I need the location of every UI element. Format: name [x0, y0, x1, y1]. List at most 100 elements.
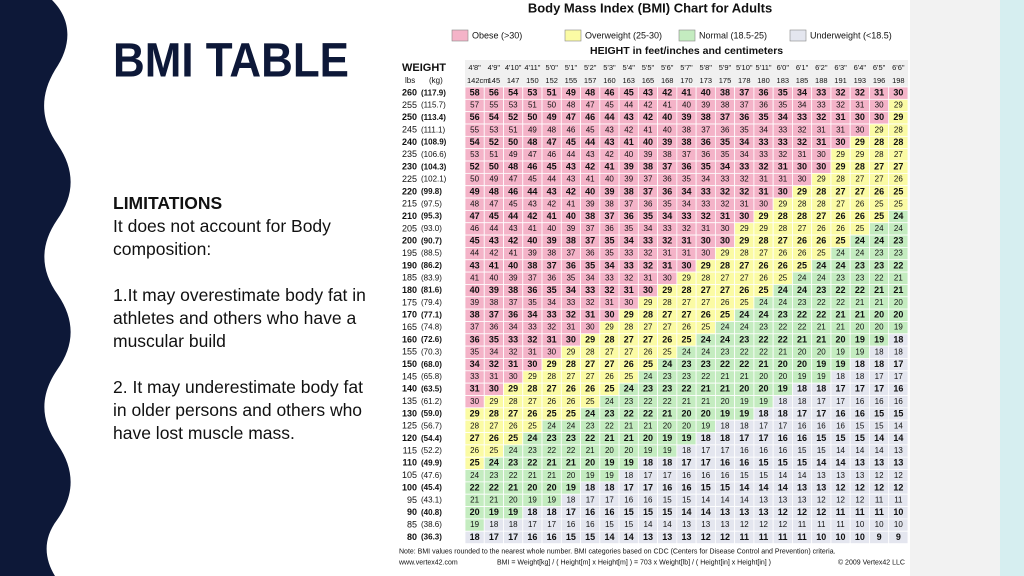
bmi-value: 19: [855, 334, 865, 344]
bmi-value: 40: [489, 273, 498, 282]
bmi-value: 47: [509, 175, 518, 184]
bmi-value: 16: [604, 507, 614, 517]
bmi-value: 21: [740, 372, 749, 381]
bmi-value: 34: [509, 323, 518, 332]
bmi-value: 38: [605, 199, 614, 208]
bmi-value: 38: [720, 88, 730, 98]
bmi-value: 33: [681, 211, 691, 221]
weight-lbs: 135: [402, 396, 417, 406]
bmi-value: 45: [605, 101, 614, 110]
bmi-value: 48: [489, 186, 499, 196]
bmi-value: 19: [586, 471, 595, 480]
bmi-value: 12: [797, 507, 807, 517]
bmi-value: 37: [643, 186, 653, 196]
bmi-value: 24: [720, 334, 730, 344]
bmi-value: 25: [663, 347, 672, 356]
bmi-value: 32: [798, 125, 807, 134]
height-label: 6'4": [854, 63, 867, 72]
bmi-value: 49: [547, 112, 557, 122]
bmi-value: 30: [624, 298, 633, 307]
bmi-value: 39: [644, 150, 653, 159]
legend-label: Normal (18.5-25): [699, 30, 767, 40]
bmi-value: 18: [682, 446, 691, 455]
bmi-value: 16: [644, 495, 653, 504]
bmi-value: 13: [682, 520, 691, 529]
bmi-value: 12: [778, 520, 787, 529]
bmi-value: 28: [643, 310, 653, 320]
height-label: 6'0": [777, 63, 790, 72]
bmi-value: 39: [624, 162, 634, 172]
bmi-value: 28: [816, 186, 826, 196]
bmi-value: 15: [701, 482, 711, 492]
bmi-value: 11: [875, 495, 884, 504]
bmi-value: 20: [470, 507, 480, 517]
bmi-value: 12: [875, 471, 884, 480]
bmi-value: 42: [643, 112, 653, 122]
height-label: 5'11": [755, 63, 771, 72]
bmi-value: 32: [509, 347, 518, 356]
weight-kg: (111.1): [421, 125, 445, 134]
weight-lbs: 160: [402, 334, 417, 344]
bmi-value: 18: [759, 408, 769, 418]
height-label: 5'3": [603, 63, 616, 72]
weight-kg: (86.2): [421, 261, 442, 270]
bmi-value: 20: [759, 372, 768, 381]
bmi-value: 34: [682, 199, 691, 208]
weight-kg: (59.0): [421, 409, 442, 418]
bmi-value: 36: [759, 88, 769, 98]
bmi-value: 39: [681, 112, 691, 122]
bmi-value: 14: [701, 495, 710, 504]
bmi-value: 40: [605, 175, 614, 184]
bmi-value: 51: [528, 101, 537, 110]
weight-kg: (54.4): [421, 434, 442, 443]
weight-kg: (43.1): [421, 495, 442, 504]
bmi-value: 30: [604, 310, 614, 320]
bmi-value: 30: [855, 112, 865, 122]
bmi-value: 22: [836, 298, 845, 307]
bmi-value: 33: [739, 162, 749, 172]
bmi-value: 37: [528, 273, 537, 282]
bmi-value: 29: [797, 186, 807, 196]
bmi-value: 15: [624, 507, 634, 517]
bmi-value: 29: [528, 372, 537, 381]
bmi-value: 41: [624, 137, 634, 147]
weight-kg: (108.9): [421, 138, 447, 147]
bmi-value: 13: [759, 495, 768, 504]
bmi-value: 29: [836, 150, 845, 159]
bmi-value: 16: [740, 446, 749, 455]
bmi-value: 17: [663, 471, 672, 480]
bmi-value: 13: [855, 471, 864, 480]
bmi-value: 37: [662, 162, 672, 172]
bmi-chart: Body Mass Index (BMI) Chart for Adults Ob…: [397, 0, 910, 576]
bmi-value: 20: [836, 334, 846, 344]
bmi-value: 24: [662, 359, 672, 369]
bmi-value: 26: [874, 186, 884, 196]
bmi-value: 19: [720, 408, 730, 418]
bmi-value: 27: [798, 224, 807, 233]
bmi-value: 26: [798, 249, 807, 258]
bmi-value: 15: [817, 446, 826, 455]
bmi-value: 35: [663, 199, 672, 208]
weight-lbs: 255: [402, 100, 417, 110]
bmi-value: 33: [624, 260, 634, 270]
bmi-value: 34: [739, 137, 749, 147]
bmi-value: 18: [778, 408, 788, 418]
bmi-value: 50: [527, 112, 537, 122]
bmi-value: 23: [508, 458, 518, 468]
bmi-value: 32: [624, 273, 633, 282]
bmi-value: 37: [682, 150, 691, 159]
bmi-value: 22: [681, 384, 691, 394]
lbs-label: lbs: [405, 76, 415, 85]
gray-margin: [910, 0, 1000, 576]
bmi-value: 24: [893, 211, 903, 221]
bmi-value: 10: [893, 507, 903, 517]
weight-kg: (77.1): [421, 310, 442, 319]
bmi-value: 23: [778, 310, 788, 320]
bmi-value: 39: [528, 249, 537, 258]
bmi-value: 15: [836, 433, 846, 443]
bmi-value: 26: [644, 347, 653, 356]
bmi-value: 33: [624, 249, 633, 258]
bmi-value: 15: [643, 507, 653, 517]
height-label: 5'4": [622, 63, 635, 72]
bmi-value: 15: [893, 408, 903, 418]
